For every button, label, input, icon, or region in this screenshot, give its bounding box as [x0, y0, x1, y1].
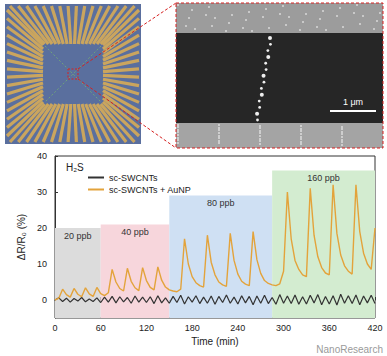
svg-text:420: 420: [367, 323, 382, 333]
svg-text:240: 240: [230, 323, 245, 333]
svg-text:360: 360: [322, 323, 337, 333]
svg-text:0: 0: [52, 323, 57, 333]
svg-text:300: 300: [276, 323, 291, 333]
svg-text:Time (min): Time (min): [191, 336, 238, 347]
svg-text:30: 30: [37, 187, 47, 197]
svg-text:20 ppb: 20 ppb: [64, 231, 92, 241]
svg-text:sc-SWCNTs: sc-SWCNTs: [109, 173, 158, 183]
svg-text:120: 120: [139, 323, 154, 333]
svg-text:40 ppb: 40 ppb: [121, 227, 149, 237]
svg-text:10: 10: [37, 259, 47, 269]
svg-text:1 μm: 1 μm: [343, 97, 363, 107]
svg-text:180: 180: [185, 323, 200, 333]
html-text:NanoResearch: NanoResearch: [316, 344, 383, 355]
svg-text:ΔR/R₀ (%): ΔR/R₀ (%): [16, 214, 27, 260]
svg-text:60: 60: [96, 323, 106, 333]
svg-text:40: 40: [37, 151, 47, 161]
svg-text:20: 20: [37, 223, 47, 233]
svg-text:sc-SWCNTs + AuNP: sc-SWCNTs + AuNP: [109, 185, 191, 195]
svg-text:0: 0: [42, 295, 47, 305]
svg-text:80 ppb: 80 ppb: [207, 198, 235, 208]
svg-text:H₂S: H₂S: [66, 162, 84, 173]
svg-text:160 ppb: 160 ppb: [307, 173, 340, 183]
